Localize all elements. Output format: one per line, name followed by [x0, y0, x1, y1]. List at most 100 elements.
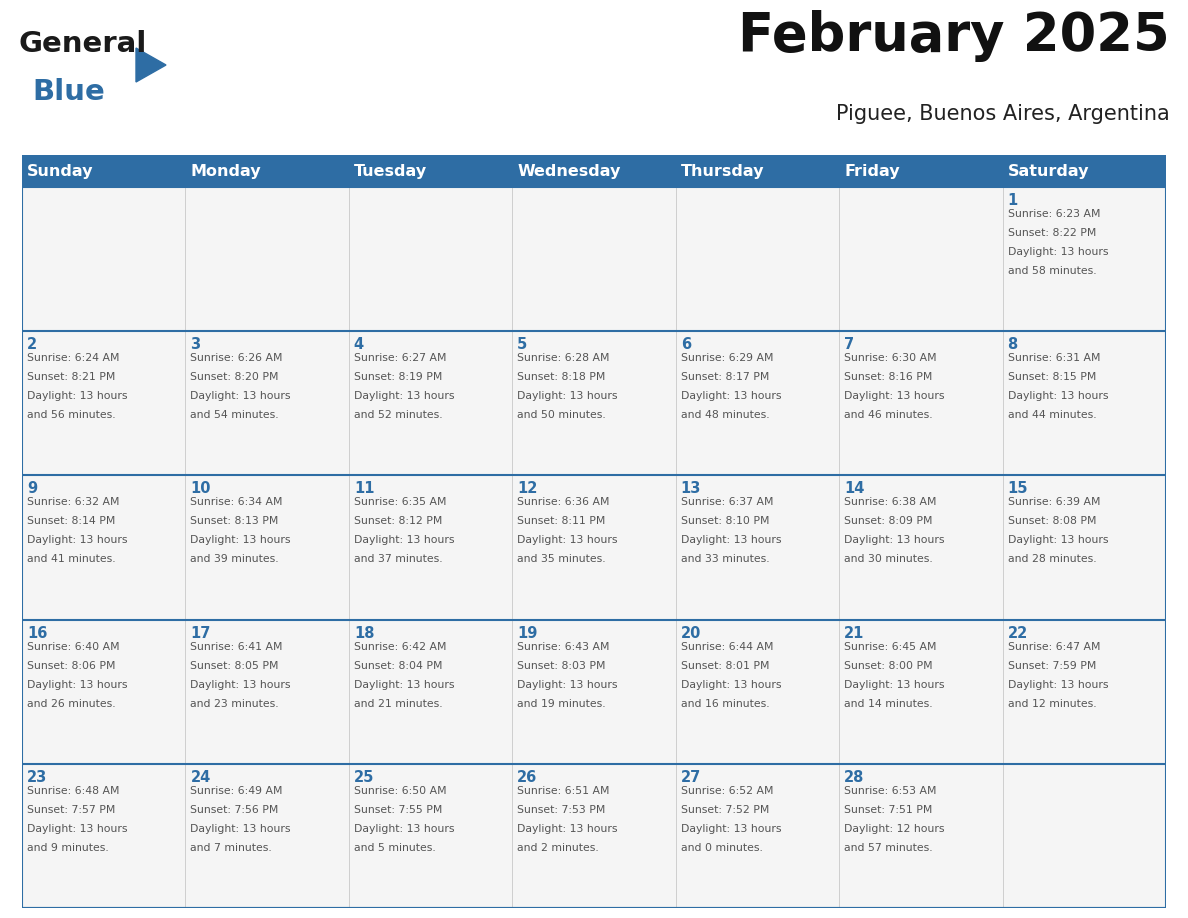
- Text: 22: 22: [1007, 625, 1028, 641]
- Text: Sunset: 8:16 PM: Sunset: 8:16 PM: [845, 372, 933, 382]
- Text: and 5 minutes.: and 5 minutes.: [354, 843, 436, 853]
- Text: Sunrise: 6:52 AM: Sunrise: 6:52 AM: [681, 786, 773, 796]
- Text: and 26 minutes.: and 26 minutes.: [27, 699, 115, 709]
- Bar: [23, 476, 185, 620]
- Text: Sunset: 8:12 PM: Sunset: 8:12 PM: [354, 517, 442, 526]
- Bar: [512, 764, 676, 908]
- Text: Sunrise: 6:30 AM: Sunrise: 6:30 AM: [845, 353, 937, 364]
- Bar: [1003, 331, 1165, 476]
- Text: Sunset: 8:06 PM: Sunset: 8:06 PM: [27, 661, 115, 671]
- Text: Sunset: 7:51 PM: Sunset: 7:51 PM: [845, 805, 933, 815]
- Text: Sunset: 7:53 PM: Sunset: 7:53 PM: [517, 805, 606, 815]
- Bar: [1003, 476, 1165, 620]
- Text: Sunrise: 6:39 AM: Sunrise: 6:39 AM: [1007, 498, 1100, 508]
- Text: Sunset: 8:19 PM: Sunset: 8:19 PM: [354, 372, 442, 382]
- Bar: [512, 155, 676, 187]
- Text: Sunrise: 6:36 AM: Sunrise: 6:36 AM: [517, 498, 609, 508]
- Bar: [839, 331, 1003, 476]
- Text: Sunrise: 6:35 AM: Sunrise: 6:35 AM: [354, 498, 447, 508]
- Bar: [1003, 155, 1165, 187]
- Text: 28: 28: [845, 770, 865, 785]
- Text: 17: 17: [190, 625, 210, 641]
- Text: Sunset: 7:57 PM: Sunset: 7:57 PM: [27, 805, 115, 815]
- Bar: [1003, 187, 1165, 331]
- Text: Sunrise: 6:26 AM: Sunrise: 6:26 AM: [190, 353, 283, 364]
- Bar: [839, 187, 1003, 331]
- Text: Sunrise: 6:37 AM: Sunrise: 6:37 AM: [681, 498, 773, 508]
- Bar: [185, 187, 349, 331]
- Text: and 52 minutes.: and 52 minutes.: [354, 410, 442, 420]
- Text: Sunrise: 6:48 AM: Sunrise: 6:48 AM: [27, 786, 120, 796]
- Text: Sunset: 8:01 PM: Sunset: 8:01 PM: [681, 661, 769, 671]
- Text: 12: 12: [517, 481, 538, 497]
- Text: and 9 minutes.: and 9 minutes.: [27, 843, 109, 853]
- Text: Sunrise: 6:50 AM: Sunrise: 6:50 AM: [354, 786, 447, 796]
- Text: 11: 11: [354, 481, 374, 497]
- Text: Daylight: 13 hours: Daylight: 13 hours: [1007, 247, 1108, 257]
- Text: 3: 3: [190, 337, 201, 353]
- Text: and 2 minutes.: and 2 minutes.: [517, 843, 599, 853]
- Text: 25: 25: [354, 770, 374, 785]
- Text: Daylight: 13 hours: Daylight: 13 hours: [354, 679, 454, 689]
- Text: Sunset: 8:03 PM: Sunset: 8:03 PM: [517, 661, 606, 671]
- Bar: [839, 476, 1003, 620]
- Text: Sunrise: 6:41 AM: Sunrise: 6:41 AM: [190, 642, 283, 652]
- Text: Sunrise: 6:51 AM: Sunrise: 6:51 AM: [517, 786, 609, 796]
- Text: Sunrise: 6:49 AM: Sunrise: 6:49 AM: [190, 786, 283, 796]
- Text: Wednesday: Wednesday: [517, 163, 620, 178]
- Text: Sunset: 8:20 PM: Sunset: 8:20 PM: [190, 372, 279, 382]
- Text: Sunset: 8:17 PM: Sunset: 8:17 PM: [681, 372, 769, 382]
- Text: Piguee, Buenos Aires, Argentina: Piguee, Buenos Aires, Argentina: [836, 105, 1170, 124]
- Text: 20: 20: [681, 625, 701, 641]
- Text: Sunrise: 6:45 AM: Sunrise: 6:45 AM: [845, 642, 936, 652]
- Text: 13: 13: [681, 481, 701, 497]
- Text: Daylight: 13 hours: Daylight: 13 hours: [354, 535, 454, 545]
- Bar: [839, 764, 1003, 908]
- Text: Sunrise: 6:24 AM: Sunrise: 6:24 AM: [27, 353, 120, 364]
- Bar: [512, 331, 676, 476]
- Text: Sunrise: 6:29 AM: Sunrise: 6:29 AM: [681, 353, 773, 364]
- Text: Blue: Blue: [32, 78, 105, 106]
- Text: Sunrise: 6:42 AM: Sunrise: 6:42 AM: [354, 642, 447, 652]
- Bar: [1003, 620, 1165, 764]
- Text: and 56 minutes.: and 56 minutes.: [27, 410, 115, 420]
- Text: 18: 18: [354, 625, 374, 641]
- Text: Sunrise: 6:43 AM: Sunrise: 6:43 AM: [517, 642, 609, 652]
- Text: Daylight: 13 hours: Daylight: 13 hours: [190, 391, 291, 401]
- Text: Sunset: 8:21 PM: Sunset: 8:21 PM: [27, 372, 115, 382]
- Text: 2: 2: [27, 337, 37, 353]
- Text: 9: 9: [27, 481, 37, 497]
- Text: and 41 minutes.: and 41 minutes.: [27, 554, 115, 565]
- Bar: [676, 331, 839, 476]
- Bar: [512, 620, 676, 764]
- Text: Saturday: Saturday: [1007, 163, 1089, 178]
- Bar: [349, 620, 512, 764]
- Text: 6: 6: [681, 337, 691, 353]
- Bar: [349, 764, 512, 908]
- Text: Daylight: 13 hours: Daylight: 13 hours: [681, 535, 782, 545]
- Text: Daylight: 13 hours: Daylight: 13 hours: [27, 535, 127, 545]
- Text: Sunrise: 6:28 AM: Sunrise: 6:28 AM: [517, 353, 609, 364]
- Text: and 30 minutes.: and 30 minutes.: [845, 554, 933, 565]
- Text: 27: 27: [681, 770, 701, 785]
- Bar: [676, 155, 839, 187]
- Text: and 50 minutes.: and 50 minutes.: [517, 410, 606, 420]
- Bar: [185, 155, 349, 187]
- Bar: [676, 620, 839, 764]
- Text: Sunset: 8:09 PM: Sunset: 8:09 PM: [845, 517, 933, 526]
- Text: and 46 minutes.: and 46 minutes.: [845, 410, 933, 420]
- Text: Sunset: 8:10 PM: Sunset: 8:10 PM: [681, 517, 769, 526]
- Text: and 14 minutes.: and 14 minutes.: [845, 699, 933, 709]
- Text: and 35 minutes.: and 35 minutes.: [517, 554, 606, 565]
- Text: Sunset: 7:52 PM: Sunset: 7:52 PM: [681, 805, 769, 815]
- Bar: [349, 155, 512, 187]
- Text: Thursday: Thursday: [681, 163, 764, 178]
- Text: Sunset: 8:08 PM: Sunset: 8:08 PM: [1007, 517, 1097, 526]
- Text: Daylight: 13 hours: Daylight: 13 hours: [681, 391, 782, 401]
- Text: Daylight: 13 hours: Daylight: 13 hours: [1007, 679, 1108, 689]
- Bar: [512, 476, 676, 620]
- Text: 8: 8: [1007, 337, 1018, 353]
- Text: 10: 10: [190, 481, 211, 497]
- Text: Daylight: 13 hours: Daylight: 13 hours: [354, 823, 454, 834]
- Text: Daylight: 13 hours: Daylight: 13 hours: [517, 535, 618, 545]
